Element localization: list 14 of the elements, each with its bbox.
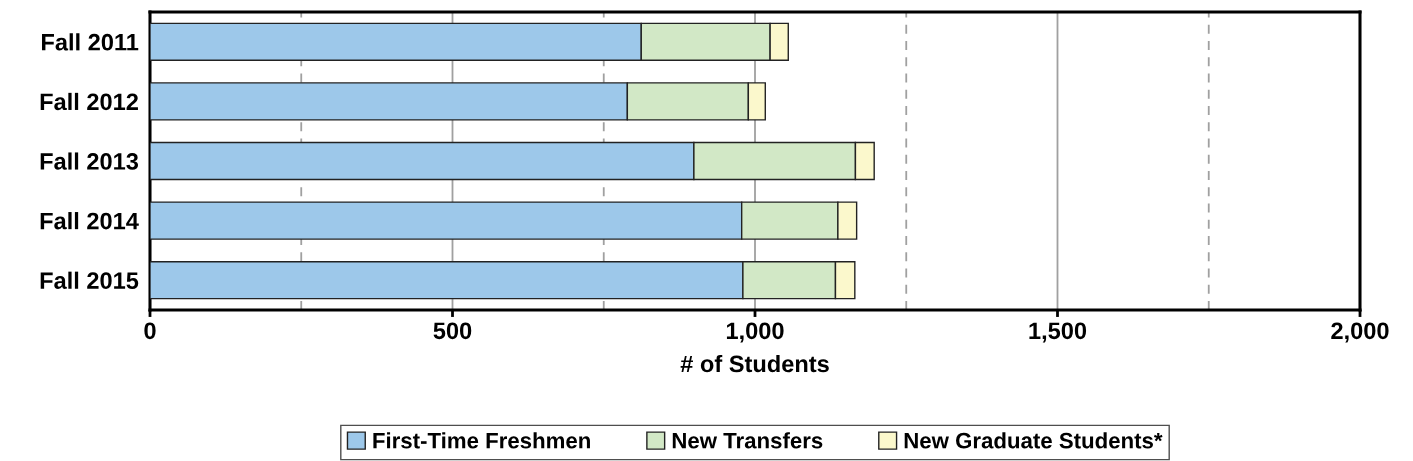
x-tick-label: 1,500 xyxy=(1029,322,1087,343)
x-tick-label: 500 xyxy=(433,322,472,340)
x-tick-label: 2,000 xyxy=(1331,322,1389,343)
x-tick-label: 0 xyxy=(144,322,156,340)
legend-label: First-Time Freshmen xyxy=(373,432,590,449)
y-tick-label: Fall 2015 xyxy=(40,271,139,289)
y-tick-label: Fall 2012 xyxy=(40,92,138,111)
x-tick-label: 1,000 xyxy=(726,322,784,343)
y-tick-label: Fall 2013 xyxy=(40,152,139,170)
y-tick-label: Fall 2014 xyxy=(40,212,139,230)
y-tick-label: Fall 2011 xyxy=(42,33,139,51)
legend-label: New Transfers xyxy=(672,432,823,449)
x-axis-title: # of Students xyxy=(680,354,829,373)
legend-label: New Graduate Students* xyxy=(904,432,1163,449)
